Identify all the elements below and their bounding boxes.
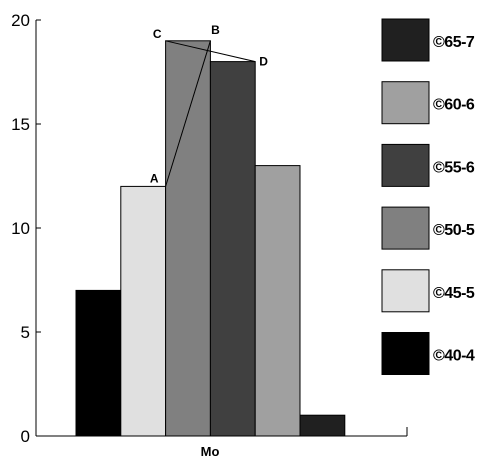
bar xyxy=(209,61,256,437)
y-tick-label: 15 xyxy=(11,115,30,134)
legend-swatch xyxy=(381,18,430,62)
legend-swatch xyxy=(381,143,430,187)
annotation-label-a: A xyxy=(150,171,159,185)
legend-swatch xyxy=(381,269,430,313)
bar xyxy=(165,40,211,437)
legend-label: ©55-6 xyxy=(433,159,475,176)
annotation-label-d: D xyxy=(259,55,268,69)
legend-label: ©40-4 xyxy=(433,348,475,365)
annotation-line xyxy=(165,40,211,187)
legend: ©65-7 ©60-6 ©55-6 ©50-5 ©45-5 ©40-4 xyxy=(381,18,475,375)
legend-label: ©50-5 xyxy=(433,222,475,239)
y-tick-label: 5 xyxy=(21,323,30,342)
bar xyxy=(254,165,301,437)
annotation-label-b: B xyxy=(211,23,220,37)
legend-swatch xyxy=(381,206,430,250)
bars xyxy=(75,40,346,437)
bar xyxy=(75,289,122,437)
y-tick-label: 20 xyxy=(11,11,30,30)
annotation-lines xyxy=(165,40,256,187)
legend-label: ©45-5 xyxy=(433,285,475,302)
legend-label: ©60-6 xyxy=(433,97,475,114)
bar xyxy=(299,414,346,437)
y-tick-label: 0 xyxy=(21,427,30,446)
annotation-labels: A C B D xyxy=(150,23,268,186)
legend-swatch xyxy=(381,81,430,125)
legend-swatch xyxy=(381,332,430,375)
annotation-label-c: C xyxy=(153,27,162,41)
y-tick-label: 10 xyxy=(11,219,30,238)
legend-label: ©65-7 xyxy=(433,34,475,51)
x-axis-label: Mo xyxy=(201,444,220,459)
annotation-line xyxy=(165,40,256,63)
bar xyxy=(120,185,167,437)
